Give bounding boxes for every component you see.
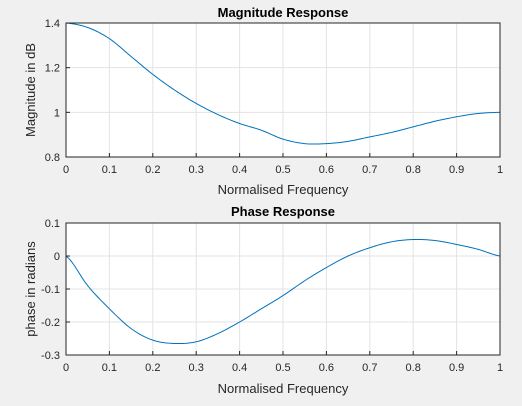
phase-title: Phase Response (231, 204, 335, 219)
phase-y-tick-label: -0.3 (41, 350, 60, 362)
phase-x-ticks: 0 0.1 0.2 0.3 0.4 0.5 0.6 0.7 0.8 0.9 1 (63, 351, 503, 374)
magnitude-x-label: Normalised Frequency (218, 182, 349, 197)
magnitude-x-tick-label: 0.8 (406, 164, 421, 176)
magnitude-y-ticks: 0.8 1 1.2 1.4 (45, 18, 70, 164)
phase-x-tick-label: 0.1 (102, 362, 117, 374)
magnitude-x-tick-label: 0.4 (232, 164, 247, 176)
magnitude-x-tick-label: 0.3 (189, 164, 204, 176)
magnitude-y-tick-label: 1.2 (45, 63, 60, 75)
phase-x-label: Normalised Frequency (218, 381, 349, 396)
phase-y-tick-label: 0.1 (45, 218, 60, 230)
phase-x-tick-label: 0.6 (319, 362, 334, 374)
magnitude-x-tick-label: 1 (497, 164, 503, 176)
phase-plot: 0 0.1 0.2 0.3 0.4 0.5 0.6 0.7 0.8 0.9 1 -0.3-0.2-0… (23, 204, 503, 396)
phase-x-tick-label: 0 (63, 362, 69, 374)
phase-series-line (65, 238, 501, 345)
magnitude-x-tick-label: 0.6 (319, 164, 334, 176)
phase-x-tick-label: 0.4 (232, 362, 247, 374)
magnitude-y-tick-label: 0.8 (45, 152, 60, 164)
magnitude-plot: 0 0.1 0.2 0.3 0.4 0.5 0.6 0.7 0.8 0.9 1 0.8 1 1.2 1.4… (23, 5, 503, 197)
phase-x-tick-label: 0.8 (406, 362, 421, 374)
phase-y-label: phase in radians (23, 241, 38, 337)
magnitude-x-tick-label: 0.7 (362, 164, 377, 176)
magnitude-y-tick-label: 1 (54, 107, 60, 119)
phase-x-tick-label: 0.2 (145, 362, 160, 374)
magnitude-x-tick-label: 0.1 (102, 164, 117, 176)
phase-y-ticks: -0.3 -0.2 -0.1 0 0.1 (41, 218, 70, 362)
magnitude-x-tick-label: 0.2 (145, 164, 160, 176)
magnitude-series-line (65, 22, 501, 145)
magnitude-y-label: Magnitude in dB (23, 43, 38, 137)
phase-y-tick-label: 0 (54, 251, 60, 263)
magnitude-y-tick-label: 1.4 (45, 18, 60, 30)
phase-x-tick-label: 0.9 (449, 362, 464, 374)
phase-x-tick-label: 1 (497, 362, 503, 374)
phase-y-tick-label: -0.2 (41, 317, 60, 329)
phase-y-tick-label: -0.1 (41, 284, 60, 296)
magnitude-x-ticks: 0 0.1 0.2 0.3 0.4 0.5 0.6 0.7 0.8 0.9 1 (63, 153, 503, 176)
magnitude-x-tick-label: 0 (63, 164, 69, 176)
magnitude-x-tick-label: 0.5 (275, 164, 290, 176)
magnitude-x-tick-label: 0.9 (449, 164, 464, 176)
magnitude-title: Magnitude Response (218, 5, 349, 20)
phase-x-tick-label: 0.3 (189, 362, 204, 374)
phase-x-tick-label: 0.7 (362, 362, 377, 374)
phase-x-tick-label: 0.5 (275, 362, 290, 374)
